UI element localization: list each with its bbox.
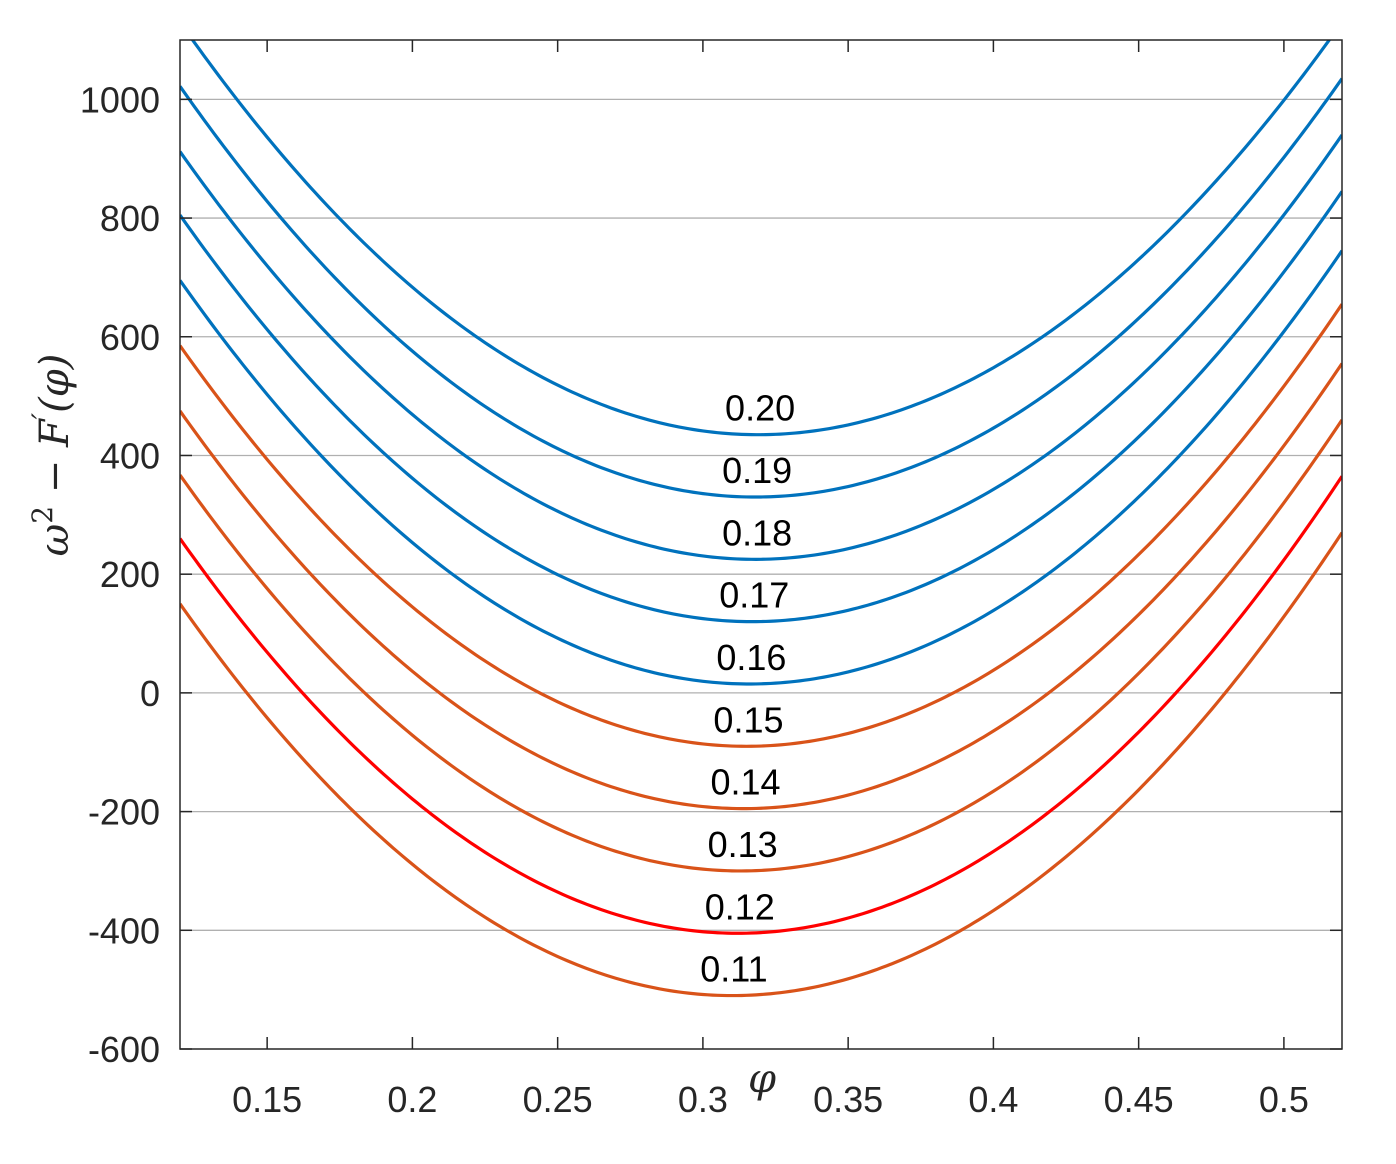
y-tick-label: 600 — [100, 317, 160, 358]
curve-0-18 — [180, 134, 1342, 561]
y-axis-title-omega: ω — [32, 524, 78, 557]
curve-label-0-20: 0.20 — [725, 388, 795, 429]
y-axis-title-prime: ′ — [26, 412, 59, 419]
x-tick-label: 0.45 — [1104, 1079, 1174, 1120]
curves — [180, 40, 1342, 998]
y-tick-label: -400 — [88, 910, 160, 951]
y-tick-label: 200 — [100, 554, 160, 595]
curve-label-0-15: 0.15 — [713, 699, 783, 740]
x-tick-labels: 0.15 0.2 0.25 0.3 0.35 0.4 0.45 0.5 — [232, 1079, 1309, 1120]
curve-0-12 — [180, 475, 1342, 935]
y-axis-title-argument: (φ) — [32, 354, 78, 413]
curve-label-0-11: 0.11 — [700, 949, 767, 990]
curve-0-17 — [180, 190, 1342, 624]
x-tick-label: 0.5 — [1259, 1079, 1309, 1120]
curve-0-19 — [180, 77, 1342, 499]
x-tick-label: 0.35 — [813, 1079, 883, 1120]
curve-label-0-13: 0.13 — [708, 824, 778, 865]
x-axis-title: φ — [748, 1056, 776, 1102]
curve-label-0-17: 0.17 — [719, 575, 789, 616]
curve-0-13 — [180, 418, 1342, 873]
y-axis-title-squared: 2 — [26, 506, 59, 524]
y-tick-labels: -600 -400 -200 0 200 400 600 800 1000 — [80, 79, 160, 1070]
curve-label-0-19: 0.19 — [722, 450, 792, 491]
curve-0-14 — [180, 362, 1342, 811]
curve-0-15 — [180, 303, 1342, 748]
curve-label-0-16: 0.16 — [716, 637, 786, 678]
axis-ticks — [180, 40, 1342, 1050]
y-tick-label: 1000 — [80, 79, 160, 120]
curve-label-0-14: 0.14 — [711, 762, 781, 803]
x-tick-label: 0.4 — [968, 1079, 1018, 1120]
plot-frame — [179, 39, 1343, 1050]
y-axis-title-minus-f: − F — [32, 418, 78, 506]
y-tick-label: -200 — [88, 792, 160, 833]
x-tick-label: 0.15 — [232, 1079, 302, 1120]
curve-0-16 — [180, 249, 1342, 686]
x-tick-label: 0.25 — [523, 1079, 593, 1120]
y-tick-label: 400 — [100, 435, 160, 476]
y-tick-label: 0 — [140, 673, 160, 714]
curve-label-0-12: 0.12 — [705, 886, 775, 927]
curve-0-20 — [190, 40, 1332, 437]
y-axis-title: ω2 − F′(φ) — [26, 354, 78, 557]
curve-0-11 — [180, 531, 1342, 998]
curve-label-0-18: 0.18 — [722, 512, 792, 553]
y-tick-label: -600 — [88, 1029, 160, 1070]
x-tick-label: 0.3 — [678, 1079, 728, 1120]
x-tick-label: 0.2 — [387, 1079, 437, 1120]
y-tick-label: 800 — [100, 198, 160, 239]
curve-labels: 0.11 0.12 0.13 0.14 0.15 0.16 0.17 0.18 0.19 0.20 — [700, 388, 795, 990]
